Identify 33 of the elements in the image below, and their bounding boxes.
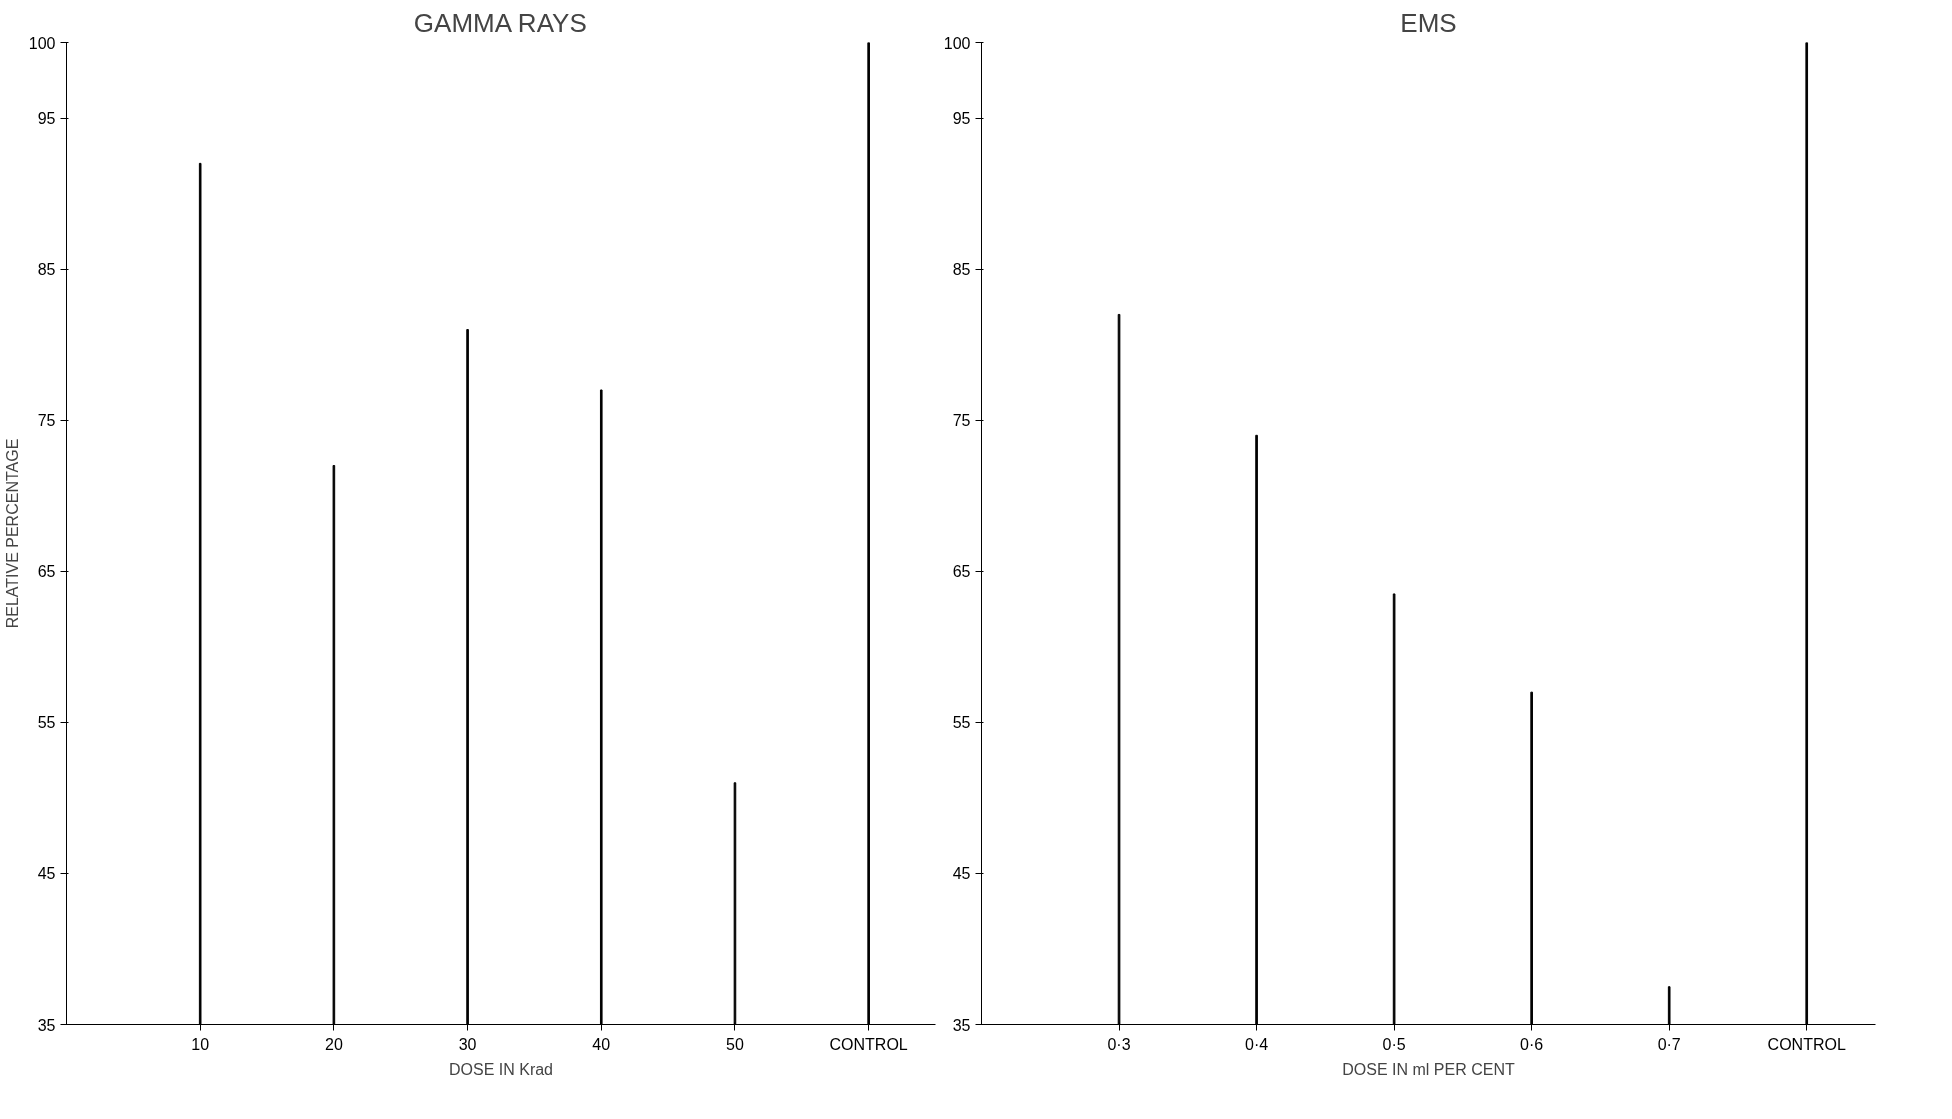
x-tick-label: 50 xyxy=(726,1035,744,1053)
chart-title: EMS xyxy=(1400,7,1457,38)
y-tick-label: 100 xyxy=(943,34,971,52)
x-tick-label: 10 xyxy=(191,1035,210,1053)
y-tick-label: 75 xyxy=(952,412,971,430)
x-tick-label: 0·3 xyxy=(1107,1035,1131,1053)
y-tick-label: 65 xyxy=(37,563,56,581)
y-tick-label: 65 xyxy=(952,563,971,581)
y-tick-label: 75 xyxy=(37,412,56,430)
y-tick-label: 35 xyxy=(952,1016,971,1034)
y-tick-label: 55 xyxy=(37,714,56,732)
x-axis-title: DOSE IN Krad xyxy=(448,1060,554,1078)
y-axis-title: RELATIVE PERCENTAGE xyxy=(3,438,21,629)
x-tick-label: 40 xyxy=(592,1035,611,1053)
y-tick-label: 55 xyxy=(952,714,971,732)
y-tick-label: 95 xyxy=(952,110,971,128)
x-tick-label: 0·4 xyxy=(1245,1035,1269,1053)
y-tick-label: 100 xyxy=(28,34,56,52)
x-tick-label: 0·7 xyxy=(1657,1035,1681,1053)
x-tick-label: 0·6 xyxy=(1520,1035,1544,1053)
y-tick-label: 45 xyxy=(952,865,971,883)
y-tick-label: 45 xyxy=(37,865,56,883)
y-tick-label: 85 xyxy=(37,261,56,279)
x-tick-label: 0·5 xyxy=(1382,1035,1406,1053)
x-tick-label: CONTROL xyxy=(829,1035,908,1053)
y-tick-label: 95 xyxy=(37,110,56,128)
y-tick-label: 35 xyxy=(37,1016,56,1034)
x-tick-label: 20 xyxy=(324,1035,343,1053)
x-tick-label: 30 xyxy=(458,1035,477,1053)
chart-title: GAMMA RAYS xyxy=(413,7,587,38)
x-tick-label: CONTROL xyxy=(1767,1035,1846,1053)
x-axis-title: DOSE IN ml PER CENT xyxy=(1342,1060,1515,1078)
y-tick-label: 85 xyxy=(952,261,971,279)
